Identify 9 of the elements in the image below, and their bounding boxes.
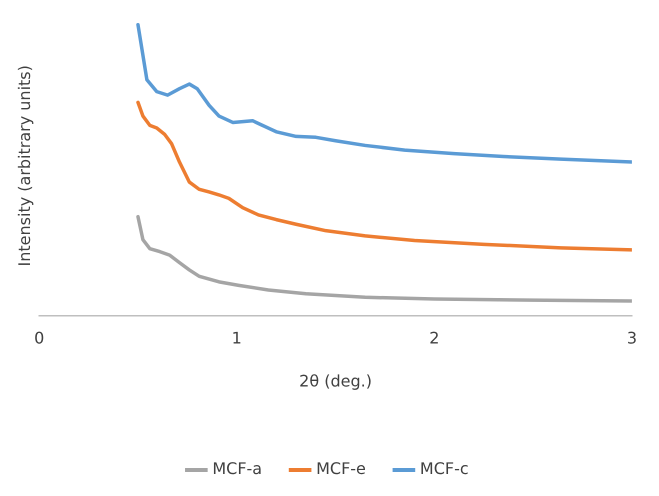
x-tick-label: 3 — [626, 328, 638, 348]
x-tick-label: 1 — [232, 328, 242, 348]
y-axis-title: Intensity (arbitrary units) — [14, 65, 34, 266]
legend-label: MCF-a — [212, 459, 262, 478]
legend-label: MCF-c — [420, 459, 469, 478]
x-axis-title: 2θ (deg.) — [299, 372, 372, 391]
legend-label: MCF-e — [316, 459, 366, 478]
x-tick-label: 2 — [429, 328, 440, 348]
x-tick-label: 0 — [34, 328, 44, 348]
